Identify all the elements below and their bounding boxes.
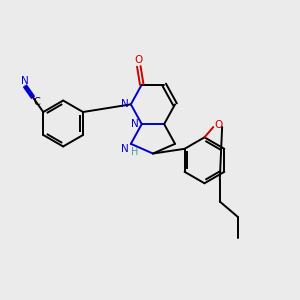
Text: O: O <box>135 56 143 65</box>
Text: C: C <box>33 98 40 107</box>
Text: H: H <box>131 147 138 157</box>
Text: O: O <box>214 120 223 130</box>
Text: N: N <box>21 76 29 86</box>
Text: N: N <box>121 144 129 154</box>
Text: N: N <box>131 119 139 129</box>
Text: N: N <box>121 99 128 110</box>
